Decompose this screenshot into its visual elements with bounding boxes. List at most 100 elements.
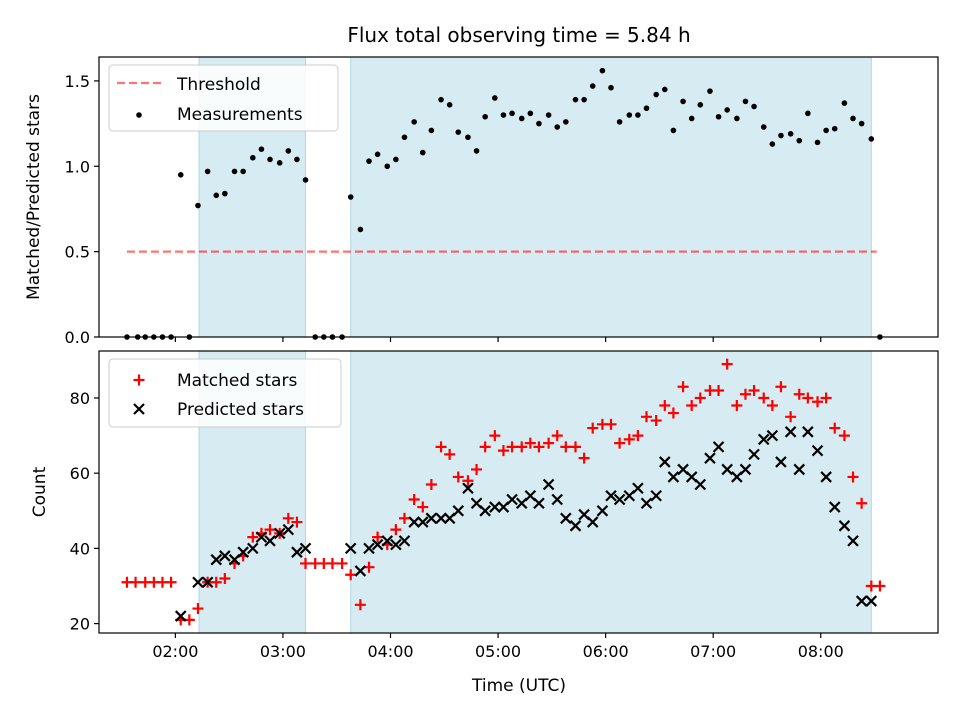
predicted-star-point [766,429,779,442]
matched-star-point [479,441,491,453]
predicted-star-point [820,471,832,483]
predicted-star-point [299,542,312,555]
measurement-point [258,146,265,152]
bottom-y-ticks: 20 40 60 80 [70,389,99,634]
predicted-star-point [542,478,555,491]
matched-star-point [192,603,204,615]
predicted-star-point [237,546,249,558]
x-tick-label: 07:00 [690,642,736,661]
measurement-point [267,156,273,163]
predicted-star-point [847,535,859,547]
matched-star-point [435,441,447,453]
measurement-point [742,98,749,105]
measurement-point [697,102,704,108]
predicted-star-point [739,463,752,476]
x-tick-label: 04:00 [367,642,413,661]
measurement-point [616,119,623,125]
predicted-star-point [381,535,394,547]
matched-star-point [444,448,456,460]
measurement-point [643,105,650,112]
matched-star-point [766,400,778,412]
matched-star-point [748,384,760,396]
matched-star-point [390,524,402,536]
predicted-star-point [371,538,384,551]
measurement-point [455,129,462,135]
matched-star-point [291,516,303,528]
measurements-series [124,67,883,340]
matched-star-point [516,441,528,453]
predicted-star-point [425,512,438,525]
x-tick-label: 08:00 [798,642,844,661]
predicted-star-point [354,565,367,577]
predicted-star-point [802,426,814,438]
measurement-point [724,107,730,113]
predicted-star-point [192,576,204,589]
measurement-point [473,148,480,154]
measurement-point [751,103,757,110]
measurement-point [465,134,471,141]
matched-star-point [497,445,509,457]
predicted-star-point [838,520,851,532]
measurement-point [222,190,228,197]
measurement-point [438,96,444,103]
matched-star-point [560,441,572,453]
measurement-point [482,113,488,120]
matched-star-point [408,494,420,506]
matched-star-point [694,392,706,404]
matched-star-point [130,576,142,588]
measurement-point [680,98,686,105]
legend-matched-swatch [133,374,145,386]
predicted-star-point [533,497,545,510]
measurement-point [250,154,256,161]
matched-star-point [721,358,733,370]
measurement-point [195,202,201,209]
matched-star-point [856,497,868,509]
predicted-star-point [569,520,582,532]
predicted-star-point [408,516,420,528]
matched-star-point [247,531,259,543]
measurement-point [635,112,641,118]
count-series [121,358,886,626]
matched-star-point [785,411,797,423]
predicted-star-point [613,493,626,506]
predicted-star-point [659,456,671,468]
legend-predicted-swatch [133,403,145,415]
matched-star-point [489,430,501,442]
predicted-star-point [650,489,662,502]
matched-star-point [471,463,483,475]
matched-star-point [398,512,410,524]
predicted-star-point [210,553,223,566]
matched-star-point [587,422,599,434]
predicted-star-point [855,595,868,607]
predicted-star-point [640,497,653,510]
predicted-star-point [435,512,447,525]
matched-star-point [336,557,348,569]
legend-box [108,358,342,428]
top-legend: Threshold Measurements [108,64,339,132]
matched-star-point [847,471,859,483]
measurement-point [492,95,498,101]
predicted-star-point [560,512,572,525]
predicted-star-point [219,550,231,562]
measurement-point [428,127,435,134]
measurement-point [589,83,596,89]
measurement-point [384,163,391,170]
measurement-point [581,96,587,103]
x-axis-label: Time (UTC) [471,676,566,696]
measurement-point [868,136,875,142]
top-y-axis-label: Matched/Predicted stars [24,94,44,300]
top-x-ticks [174,337,822,342]
predicted-star-point [489,501,501,513]
measurement-point [670,127,677,134]
measurement-point [599,67,606,74]
matched-star-point [659,400,671,412]
bottom-y-axis-label: Count [30,466,50,517]
measurement-point [366,158,372,164]
measurement-point [841,100,848,106]
predicted-star-point [390,538,402,551]
measurement-point [374,151,381,158]
measurement-point [688,115,695,122]
predicted-star-point [416,516,429,528]
measurement-point [231,168,238,175]
